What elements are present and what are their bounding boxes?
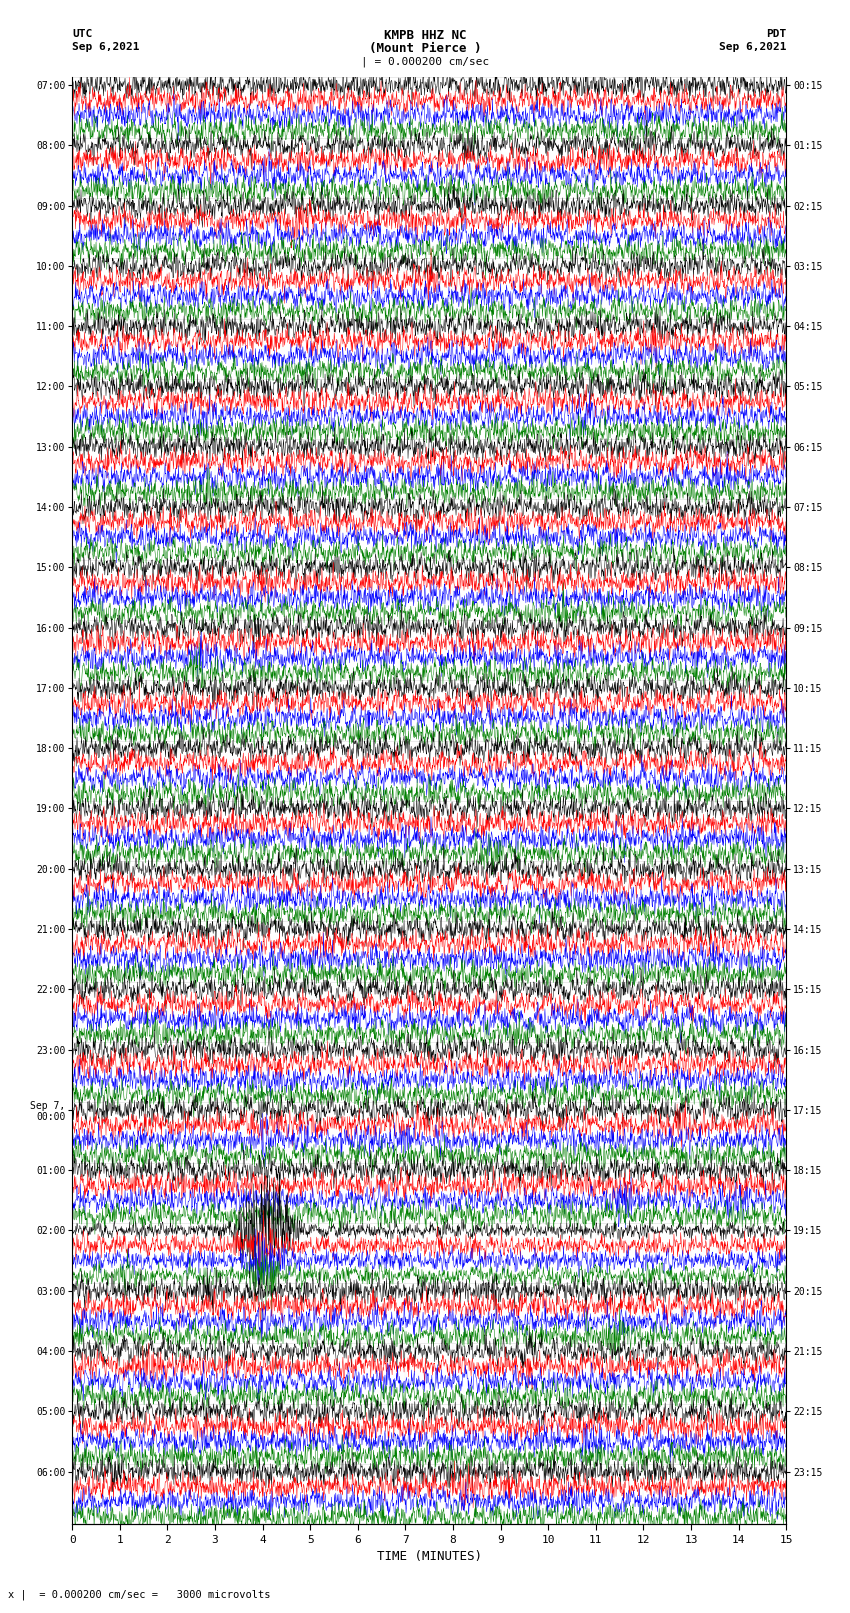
- Text: Sep 6,2021: Sep 6,2021: [719, 42, 786, 52]
- Text: Sep 6,2021: Sep 6,2021: [72, 42, 139, 52]
- Text: x |  = 0.000200 cm/sec =   3000 microvolts: x | = 0.000200 cm/sec = 3000 microvolts: [8, 1589, 271, 1600]
- X-axis label: TIME (MINUTES): TIME (MINUTES): [377, 1550, 482, 1563]
- Text: | = 0.000200 cm/sec: | = 0.000200 cm/sec: [361, 56, 489, 68]
- Text: KMPB HHZ NC: KMPB HHZ NC: [383, 29, 467, 42]
- Text: PDT: PDT: [766, 29, 786, 39]
- Text: (Mount Pierce ): (Mount Pierce ): [369, 42, 481, 55]
- Text: UTC: UTC: [72, 29, 93, 39]
